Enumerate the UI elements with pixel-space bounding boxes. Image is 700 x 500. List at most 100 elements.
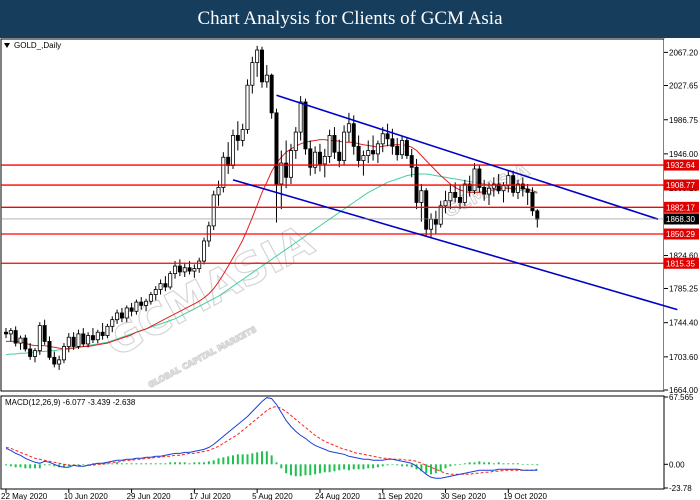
candle-body bbox=[23, 337, 28, 350]
candle-body bbox=[274, 112, 279, 185]
candle-body bbox=[90, 335, 95, 341]
macd-main-line bbox=[5, 397, 538, 479]
level-value: 1932.64 bbox=[666, 161, 695, 170]
candle bbox=[443, 190, 448, 214]
candle bbox=[525, 184, 530, 205]
level-value: 1815.35 bbox=[666, 259, 695, 268]
macd-histogram-bar bbox=[125, 463, 128, 465]
candle-body bbox=[458, 197, 463, 203]
macd-histogram-bar bbox=[314, 464, 317, 475]
price-tick-label: 1785.25 bbox=[669, 284, 698, 293]
macd-histogram-bar bbox=[120, 463, 123, 465]
macd-histogram-bar bbox=[232, 455, 235, 465]
candle bbox=[153, 286, 158, 301]
candle bbox=[90, 328, 95, 344]
macd-histogram-bar bbox=[24, 464, 27, 469]
macd-tick-label: 0.00 bbox=[669, 460, 685, 469]
candle-body bbox=[129, 307, 134, 312]
candle-body bbox=[216, 186, 221, 196]
macd-histogram-bar bbox=[256, 452, 259, 465]
candle-body bbox=[511, 175, 516, 193]
candle bbox=[47, 336, 52, 360]
macd-histogram-bar bbox=[62, 464, 65, 468]
macd-histogram-bar bbox=[536, 464, 539, 466]
candle-body bbox=[361, 155, 366, 161]
candle bbox=[409, 148, 414, 178]
date-tick-label: 19 Oct 2020 bbox=[503, 492, 547, 500]
macd-histogram-bar bbox=[145, 463, 148, 465]
candle-body bbox=[535, 210, 540, 220]
macd-histogram-bar bbox=[459, 464, 462, 465]
candle-body bbox=[371, 150, 376, 155]
macd-histogram-bar bbox=[516, 463, 519, 465]
candle bbox=[515, 179, 520, 200]
candle-body bbox=[37, 325, 42, 352]
price-pane[interactable]: GOLD_,Daily 2067.20 2027.65 1986.75 1946.00… bbox=[0, 38, 699, 395]
macd-histogram-bar bbox=[285, 464, 288, 474]
macd-histogram-bar bbox=[396, 464, 399, 466]
current-price-value: 1868.30 bbox=[666, 215, 695, 224]
candle-body bbox=[264, 74, 269, 83]
candle bbox=[458, 185, 463, 210]
candle-body bbox=[482, 186, 487, 195]
candle-body bbox=[100, 331, 105, 336]
macd-histogram-bar bbox=[463, 463, 466, 465]
candle-body bbox=[279, 162, 284, 185]
date-x-axis: 22 May 2020 10 Jun 2020 29 Jun 2020 17 Jul … bbox=[1, 489, 547, 500]
candle bbox=[28, 343, 33, 360]
candlesticks bbox=[4, 45, 540, 370]
macd-histogram-bar bbox=[87, 464, 90, 465]
candle bbox=[61, 343, 66, 364]
macd-histogram-bar bbox=[251, 453, 254, 465]
macd-histogram-bar bbox=[483, 462, 486, 465]
macd-histogram-bar bbox=[478, 461, 481, 465]
candle-body bbox=[288, 150, 293, 178]
candle-body bbox=[327, 135, 332, 157]
macd-histogram-bar bbox=[159, 463, 162, 465]
macd-histogram-bar bbox=[425, 464, 428, 474]
macd-histogram-bar bbox=[526, 464, 529, 465]
macd-histogram-bar bbox=[492, 463, 495, 465]
candle bbox=[95, 329, 100, 344]
candle bbox=[66, 333, 71, 353]
macd-histogram-bar bbox=[343, 464, 346, 470]
macd-histogram-bar bbox=[497, 462, 500, 465]
candle bbox=[327, 129, 332, 164]
macd-histogram-bar bbox=[454, 464, 457, 466]
support-resistance-levels: 1932.64 1908.77 1882.17 1850.29 1815.35 bbox=[1, 159, 699, 269]
candle-body bbox=[173, 265, 178, 275]
macd-histogram-bar bbox=[169, 462, 172, 465]
date-tick-label: 29 Jun 2020 bbox=[127, 492, 172, 500]
candle-body bbox=[202, 240, 207, 262]
candle bbox=[462, 179, 467, 206]
candle-body bbox=[322, 155, 327, 165]
candle-body bbox=[298, 101, 303, 133]
macd-histogram-bar bbox=[72, 464, 75, 465]
macd-histogram-bar bbox=[193, 462, 196, 465]
macd-histogram-bar bbox=[410, 464, 413, 468]
date-tick-label: 30 Sep 2020 bbox=[441, 492, 487, 500]
moving-averages bbox=[5, 139, 538, 356]
candle-body bbox=[86, 335, 91, 345]
candle-body bbox=[4, 331, 9, 335]
trading-chart[interactable]: GCMASIA GLOBAL CAPITAL MARKETS GCMASIA G… bbox=[0, 38, 700, 500]
channel-lower-line bbox=[232, 179, 678, 311]
candle bbox=[255, 45, 260, 77]
candle bbox=[8, 328, 13, 342]
macd-histogram-bar bbox=[246, 454, 249, 465]
candle bbox=[197, 257, 202, 273]
candle-body bbox=[47, 341, 52, 358]
candle-body bbox=[472, 168, 477, 192]
candle bbox=[322, 148, 327, 178]
candle-body bbox=[28, 348, 33, 357]
candle bbox=[245, 79, 250, 134]
macd-histogram-bar bbox=[140, 463, 143, 465]
candle bbox=[385, 123, 390, 147]
candle bbox=[342, 125, 347, 166]
macd-histogram-bar bbox=[222, 457, 225, 465]
macd-pane[interactable]: MACD(12,26,9) -6.077 -3.439 -2.638 67.56… bbox=[0, 393, 694, 493]
candle bbox=[81, 328, 86, 347]
candle bbox=[158, 279, 163, 295]
collapse-triangle-icon[interactable] bbox=[4, 43, 10, 48]
candle-body bbox=[110, 319, 115, 327]
